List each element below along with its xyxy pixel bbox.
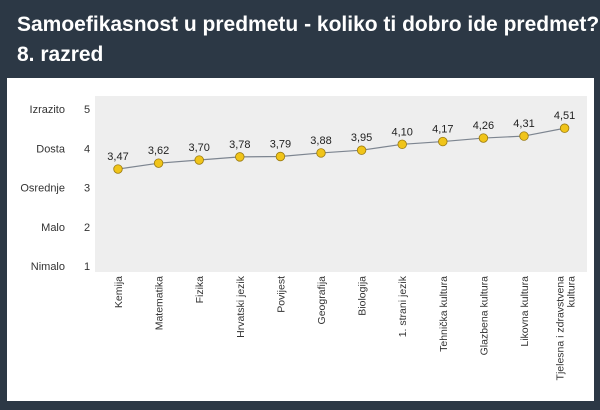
data-label: 4,17 (432, 124, 453, 136)
data-point (356, 145, 367, 155)
x-tick-label: Hrvatski jezik (235, 275, 247, 338)
data-point (275, 151, 286, 162)
y-tick-number: 5 (84, 104, 90, 116)
x-tick-label-line: Fizika (194, 276, 206, 304)
y-tick-number: 1 (84, 261, 90, 273)
y-tick-word: Nimalo (31, 261, 65, 273)
x-tick-label: Tehnička kultura (438, 276, 450, 352)
x-tick-label-line: Glazbena kultura (478, 276, 490, 356)
x-tick-label: Povijest (275, 276, 287, 313)
data-point (438, 136, 448, 147)
plot-area (95, 96, 587, 272)
data-label: 4,26 (473, 120, 494, 132)
x-tick-label-line: kultura (566, 276, 578, 308)
data-label: 3,79 (270, 138, 291, 150)
x-tick-label: Glazbena kultura (478, 276, 490, 356)
x-tick-label: 1. strani jezik (397, 275, 409, 337)
series-line (117, 127, 565, 170)
x-tick-label: Kemija (113, 276, 125, 308)
data-point (113, 164, 123, 174)
y-tick-number: 2 (84, 222, 90, 234)
y-tick-word: Dosta (36, 143, 66, 155)
data-point (478, 133, 489, 143)
y-tick-word: Izrazito (30, 104, 65, 116)
x-tick-label: Fizika (194, 276, 206, 304)
data-label: 4,10 (391, 126, 412, 138)
chart-panel: Izrazito 5 Dosta 4 Osrednje 3 Malo 2 Nimalo 1 3,47… (7, 78, 594, 401)
x-tick-label: Geografija (316, 276, 328, 325)
y-tick-word: Osrednje (20, 183, 65, 195)
x-tick-label-line: Geografija (316, 276, 328, 325)
chart-title: Samoefikasnost u predmetu - koliko ti do… (17, 13, 600, 36)
y-tick-word: Malo (41, 222, 65, 234)
title-area: Samoefikasnost u predmetu - koliko ti do… (0, 0, 600, 78)
x-tick-label: Likovna kultura (519, 276, 531, 347)
x-tick-label-line: Likovna kultura (519, 276, 531, 347)
x-tick-label-line: Matematika (154, 276, 166, 330)
data-point (194, 155, 204, 165)
data-label: 3,88 (310, 135, 331, 147)
y-tick-number: 3 (84, 183, 90, 195)
chart-subtitle: 8. razred (17, 43, 104, 66)
data-point (153, 158, 164, 168)
x-tick-label: Biologija (357, 276, 369, 316)
data-point (397, 139, 407, 150)
data-label: 4,31 (513, 118, 534, 130)
x-tick-label-line: Tjelesna i zdravstvena (555, 276, 567, 381)
x-tick-label-line: Povijest (275, 276, 287, 313)
data-point (235, 152, 245, 162)
x-tick-label: Matematika (154, 276, 166, 330)
x-tick-label-line: Tehnička kultura (438, 276, 450, 352)
x-tick-label-line: Kemija (113, 276, 125, 308)
data-point (519, 131, 529, 141)
data-point (559, 123, 570, 133)
data-label: 4,51 (554, 110, 575, 122)
y-tick-number: 4 (84, 143, 90, 155)
x-tick-label-line: Biologija (357, 276, 369, 316)
x-tick-label-line: Hrvatski jezik (235, 275, 247, 338)
data-label: 3,47 (107, 151, 128, 163)
data-point (316, 148, 326, 158)
data-label: 3,95 (351, 132, 372, 144)
data-label: 3,78 (229, 139, 250, 151)
x-tick-label-line: 1. strani jezik (397, 275, 409, 337)
line-chart: Izrazito 5 Dosta 4 Osrednje 3 Malo 2 Nimalo 1 3,47… (20, 96, 587, 381)
data-label: 3,70 (188, 142, 209, 154)
data-label: 3,62 (148, 145, 169, 157)
x-tick-label: Tjelesna i zdravstvenakultura (555, 276, 578, 381)
